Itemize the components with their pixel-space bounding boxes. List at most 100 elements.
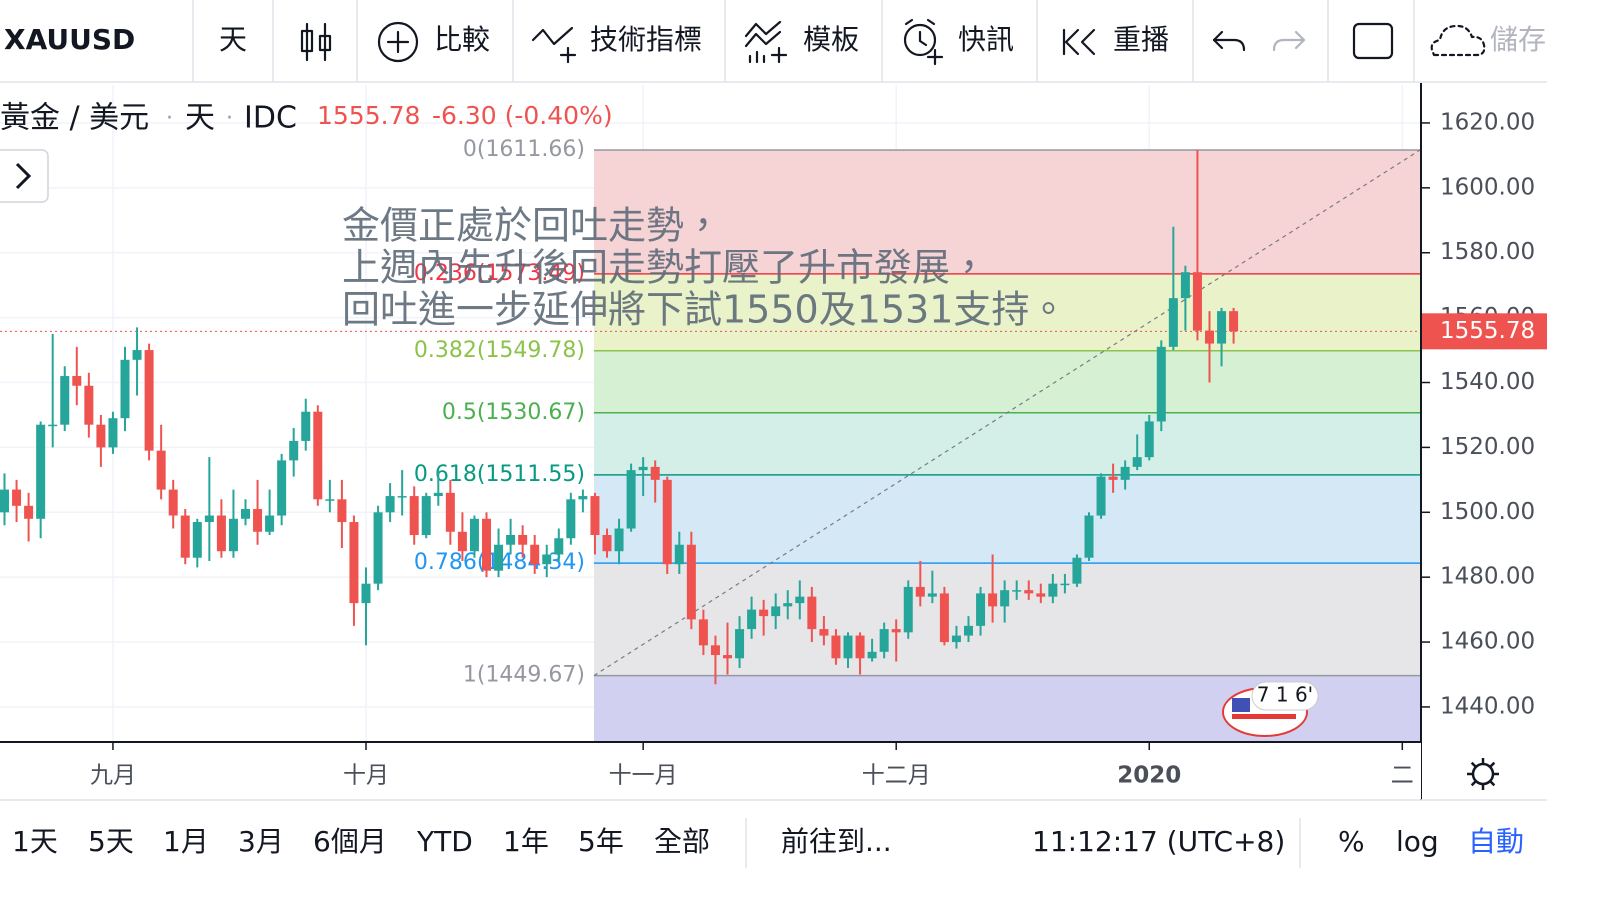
candle-body	[807, 596, 817, 630]
range-button[interactable]: 1月	[163, 825, 209, 858]
candle-body	[554, 538, 564, 555]
range-button[interactable]: 全部	[654, 825, 710, 858]
candle-body	[156, 450, 166, 490]
fib-label: 0(1611.66)	[463, 137, 585, 162]
candle-body	[313, 411, 323, 500]
candle-body	[1000, 590, 1010, 607]
settings-button[interactable]	[1467, 758, 1499, 790]
candle-body	[879, 629, 889, 652]
replay-button[interactable]: 重播	[1113, 23, 1169, 56]
y-tick-label: 1480.00	[1440, 564, 1535, 590]
templates-button[interactable]: 模板	[803, 23, 859, 56]
candle-body	[289, 440, 299, 461]
candle-body	[939, 593, 949, 643]
fib-label: 1(1449.67)	[463, 663, 585, 688]
candle-body	[397, 496, 407, 498]
candle-body	[445, 492, 455, 532]
candle-body	[265, 515, 275, 532]
bottom-bar: 1天 5天 1月 3月 6個月 YTD 1年 5年 全部 前往到... 11:1…	[0, 799, 1547, 868]
indicators-button[interactable]: 技術指標	[590, 23, 702, 56]
range-button[interactable]: 6個月	[313, 825, 387, 858]
candle-body	[590, 496, 600, 536]
replay-icon[interactable]	[1062, 28, 1096, 56]
candle-body	[1084, 515, 1094, 558]
candle-body	[735, 629, 745, 659]
chart-style-button[interactable]	[300, 22, 332, 62]
candle-body	[650, 466, 660, 480]
redo-button[interactable]	[1272, 30, 1306, 52]
candle-body	[1012, 590, 1022, 592]
alert-icon[interactable]	[903, 18, 944, 66]
candle-body	[927, 593, 937, 597]
candle-body	[1036, 593, 1046, 597]
candle-body	[542, 554, 552, 565]
time-axis-bg	[0, 743, 1421, 799]
range-button[interactable]: 1年	[503, 825, 549, 858]
symbol-button[interactable]: XAUUSD	[4, 23, 135, 56]
candle-body	[686, 544, 696, 620]
clock[interactable]: 11:12:17 (UTC+8)	[1032, 825, 1285, 858]
compare-button[interactable]: 比較	[434, 23, 490, 56]
goto-button[interactable]: 前往到...	[781, 825, 892, 858]
fib-label: 0.382(1549.78)	[414, 338, 585, 363]
alert-button[interactable]: 快訊	[958, 23, 1014, 56]
candle-body	[795, 596, 805, 604]
undo-button[interactable]	[1212, 30, 1246, 52]
save-button[interactable]: 儲存	[1490, 23, 1546, 56]
candle-body	[494, 544, 504, 571]
range-button[interactable]: 5年	[578, 825, 624, 858]
expand-button[interactable]	[0, 149, 49, 203]
percent-button[interactable]: %	[1338, 825, 1365, 858]
badge-flag[interactable]	[1232, 714, 1296, 719]
x-tick-label: 二	[1391, 763, 1414, 789]
log-button[interactable]: log	[1396, 825, 1439, 858]
candle-body	[1229, 311, 1239, 332]
candle-body	[614, 528, 624, 552]
y-tick-label: 1500.00	[1440, 499, 1535, 525]
fullscreen-button[interactable]	[1352, 22, 1394, 60]
compare-icon[interactable]	[377, 21, 419, 63]
candle-body	[602, 535, 612, 552]
badge-flag[interactable]	[1232, 698, 1250, 712]
candle-body	[1168, 298, 1178, 347]
candle-body	[373, 512, 383, 584]
fib-band	[594, 563, 1420, 676]
candle-body	[903, 586, 913, 633]
candle-body	[662, 479, 672, 565]
settings-icon	[1471, 762, 1495, 786]
candle-body	[204, 515, 214, 523]
badge-text[interactable]: 7 1 6'	[1257, 683, 1313, 707]
interval-button[interactable]: 天	[219, 23, 247, 56]
fib-band	[594, 474, 1420, 564]
x-tick-label: 十一月	[609, 763, 678, 789]
candle-body	[253, 509, 263, 532]
settings-icon	[1489, 780, 1496, 787]
range-button[interactable]: YTD	[416, 825, 473, 858]
y-tick-label: 1620.00	[1440, 109, 1535, 135]
candle-body	[84, 385, 94, 425]
range-button[interactable]: 5天	[88, 825, 134, 858]
legend: 黃金 / 美元 · 天 · IDC 1555.78 -6.30 (-0.40%)	[0, 101, 613, 136]
candle-body	[1024, 590, 1034, 594]
candle-body	[771, 606, 781, 617]
auto-button[interactable]: 自動	[1468, 825, 1524, 858]
y-tick-label: 1540.00	[1440, 369, 1535, 395]
badge-pill[interactable]	[1251, 681, 1319, 711]
x-tick-label: 九月	[90, 763, 136, 789]
expand-arrow[interactable]	[15, 162, 32, 190]
legend-source: IDC	[244, 101, 297, 136]
y-tick-label: 1520.00	[1440, 434, 1535, 460]
expand-box[interactable]	[0, 149, 49, 203]
templates-icon[interactable]	[744, 20, 788, 64]
candle-body	[819, 629, 829, 636]
candle-body	[361, 583, 371, 604]
range-button[interactable]: 1天	[12, 825, 58, 858]
save-icon[interactable]	[1430, 24, 1486, 57]
legend-interval: 天	[185, 101, 215, 136]
indicators-icon[interactable]	[531, 26, 577, 64]
overlay-badge[interactable]: 7 1 6'	[1222, 681, 1319, 737]
range-button[interactable]: 3月	[238, 825, 284, 858]
settings-icon	[1489, 761, 1496, 768]
candle-body	[12, 489, 22, 506]
